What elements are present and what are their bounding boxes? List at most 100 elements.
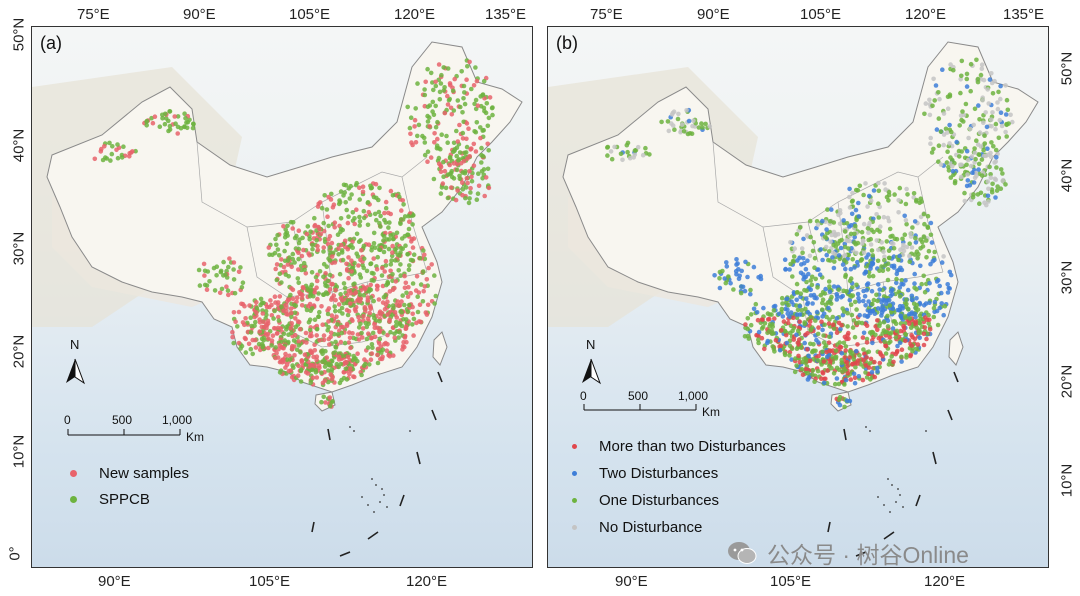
- sample-point: [831, 220, 837, 225]
- sample-point: [405, 232, 410, 237]
- sample-point: [931, 146, 936, 152]
- bottom-tick-b-0: 90°E: [615, 573, 648, 590]
- sample-point: [296, 343, 302, 348]
- sample-point: [1000, 171, 1005, 176]
- sample-point: [406, 267, 412, 273]
- sample-point: [1008, 112, 1013, 118]
- sample-point: [299, 358, 305, 363]
- sample-point: [762, 321, 768, 326]
- sample-point: [393, 258, 398, 263]
- sample-point: [670, 123, 676, 128]
- sample-point: [163, 111, 168, 117]
- sample-point: [307, 327, 313, 333]
- sample-point: [852, 334, 858, 340]
- sample-point: [281, 224, 286, 229]
- sample-point: [789, 346, 795, 352]
- sample-point: [820, 314, 825, 319]
- sample-point: [242, 335, 248, 341]
- sample-point: [296, 246, 302, 252]
- sample-point: [276, 253, 282, 258]
- sample-point: [690, 123, 695, 129]
- sample-point: [191, 121, 196, 127]
- sample-point: [282, 338, 288, 343]
- sample-point: [826, 305, 831, 311]
- sample-point: [849, 211, 855, 217]
- sample-point: [1000, 178, 1005, 184]
- sample-point: [889, 354, 894, 359]
- south-sea-dashes-b: [827, 371, 959, 557]
- sample-point: [914, 346, 919, 352]
- sample-points-a: [92, 58, 495, 409]
- watermark: 公众号 · 树谷Online: [727, 536, 969, 570]
- sample-point: [265, 318, 271, 324]
- sample-point: [430, 99, 436, 105]
- sample-point: [288, 292, 293, 298]
- sample-point: [319, 370, 324, 376]
- sample-point: [871, 297, 877, 303]
- scale-unit-a: Km: [186, 430, 204, 444]
- sample-point: [901, 242, 906, 248]
- sample-point: [421, 269, 426, 274]
- sample-point: [937, 96, 942, 102]
- sample-point: [485, 166, 491, 172]
- sample-point: [875, 298, 880, 304]
- sample-point: [319, 205, 325, 211]
- sample-point: [381, 249, 387, 255]
- sample-point: [403, 317, 409, 322]
- sample-point: [307, 301, 313, 307]
- sample-point: [277, 271, 283, 276]
- sample-point: [347, 371, 352, 377]
- sample-point: [939, 260, 945, 265]
- sample-point: [902, 213, 907, 219]
- sample-point: [717, 276, 722, 281]
- sample-point: [891, 359, 896, 365]
- sample-point: [986, 101, 991, 106]
- sample-point: [967, 183, 973, 188]
- sample-point: [820, 257, 825, 263]
- sample-point: [292, 332, 298, 338]
- sample-point: [313, 275, 319, 280]
- sample-point: [388, 233, 394, 238]
- bottom-tick-b-2: 120°E: [924, 573, 966, 590]
- sample-point: [826, 279, 832, 284]
- sample-point: [340, 353, 346, 359]
- sample-point: [816, 340, 821, 345]
- sample-point: [371, 298, 377, 304]
- sample-point: [855, 259, 860, 265]
- map-b-svg: [548, 41, 1039, 557]
- sample-point: [876, 188, 882, 194]
- sample-point: [359, 330, 364, 336]
- sample-point: [327, 395, 333, 400]
- sample-point: [834, 316, 840, 321]
- sample-point: [820, 370, 825, 375]
- legend-item-none: No Disturbance: [572, 519, 702, 536]
- sample-point: [816, 267, 821, 272]
- sample-point: [394, 230, 400, 236]
- sample-point: [794, 312, 800, 317]
- sample-point: [861, 288, 866, 294]
- sample-point: [835, 241, 841, 246]
- sample-point: [361, 265, 367, 271]
- sample-point: [831, 371, 837, 376]
- sample-point: [376, 209, 382, 215]
- sample-point: [377, 310, 383, 316]
- sample-point: [800, 372, 806, 378]
- sample-point: [866, 230, 871, 235]
- sample-point: [378, 213, 383, 219]
- sample-point: [293, 316, 298, 321]
- sample-point: [887, 303, 893, 308]
- sample-point: [882, 254, 887, 259]
- sample-point: [460, 192, 465, 198]
- sample-point: [375, 254, 381, 260]
- sample-point: [875, 306, 881, 311]
- sample-point: [314, 326, 320, 332]
- sample-point: [349, 258, 354, 263]
- sample-point: [904, 355, 909, 360]
- sample-point: [377, 220, 382, 226]
- sample-point: [290, 251, 296, 257]
- sample-point: [317, 338, 322, 343]
- top-tick-b-0: 75°E: [590, 6, 623, 23]
- sample-point: [844, 289, 849, 294]
- sample-point: [913, 319, 919, 325]
- sample-point: [281, 264, 287, 270]
